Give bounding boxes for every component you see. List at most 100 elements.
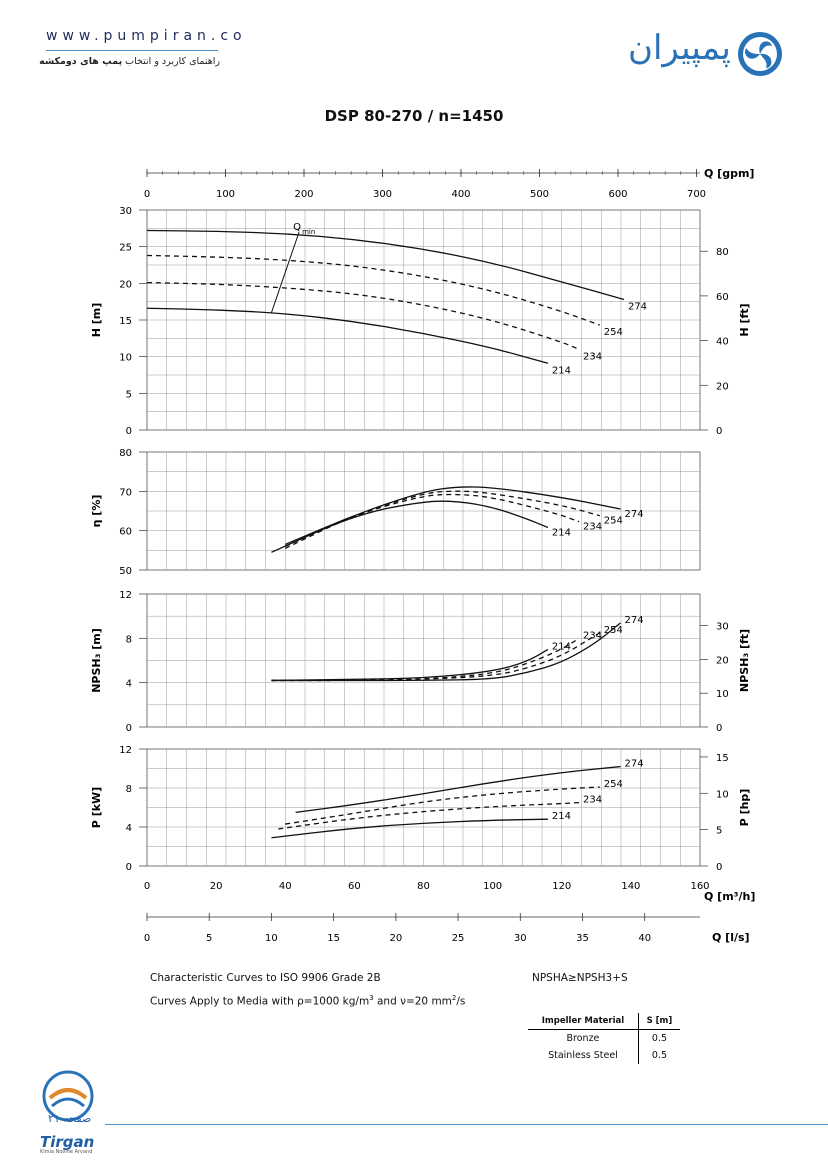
y-tick-label: 5 (126, 389, 132, 400)
y-tick-label: 0 (126, 723, 132, 734)
y-tick-label: 70 (119, 487, 132, 498)
qmin-line (270, 231, 300, 313)
footer-media-note: Curves Apply to Media with ρ=1000 kg/m3 … (150, 994, 466, 1008)
npsh-left-axis-label: NPSH₃ [m] (90, 628, 103, 693)
power-series-214-label: 214 (552, 811, 571, 822)
npsh-series-254-label: 254 (604, 625, 623, 636)
gpm-tick-label: 200 (294, 189, 313, 200)
efficiency-series-214-line (271, 500, 549, 553)
website-url[interactable]: www.pumpiran.co (46, 28, 247, 44)
y-right-tick-label: 0 (716, 426, 722, 437)
npsh-series-254-line (271, 632, 601, 682)
m3h-tick-label: 40 (279, 881, 292, 892)
ls-tick-label: 35 (576, 933, 589, 944)
y-right-tick-label: 40 (716, 337, 729, 348)
gpm-axis-label: Q [gpm] (704, 167, 754, 180)
y-tick-label: 12 (119, 590, 132, 601)
efficiency-series-274-line (284, 486, 621, 546)
efficiency-series-214-label: 214 (552, 528, 571, 539)
brand-logo-icon (736, 30, 784, 82)
npsh-series-274-line (271, 622, 621, 682)
head-series-214-label: 214 (552, 365, 571, 376)
power-series-234-line (278, 801, 580, 830)
power-series-254-label: 254 (604, 779, 623, 790)
m3h-axis-label: Q [m³/h] (704, 890, 755, 903)
media-note-a: Curves Apply to Media with (150, 995, 298, 1008)
table-cell-material: Bronze (528, 1029, 639, 1047)
y-right-tick-label: 80 (716, 247, 729, 258)
y-tick-label: 20 (119, 279, 132, 290)
y-right-tick-label: 0 (716, 723, 722, 734)
y-tick-label: 8 (126, 634, 132, 645)
y-tick-label: 15 (119, 316, 132, 327)
tirgan-logo-text: Tirgan (40, 1133, 95, 1151)
y-tick-label: 4 (126, 823, 132, 834)
header-subtitle: راهنمای کاربرد و انتخاب پمپ های دومکشه (30, 56, 220, 67)
media-note-c: /s (456, 995, 466, 1008)
y-tick-label: 80 (119, 448, 132, 459)
subtitle-part-b: پمپ های دومکشه (39, 56, 123, 67)
table-row: Bronze 0.5 (528, 1029, 680, 1047)
head-series-274-label: 274 (628, 301, 647, 312)
gpm-tick-label: 0 (144, 189, 150, 200)
y-tick-label: 10 (119, 353, 132, 364)
chart-title: DSP 80-270 / n=1450 (324, 107, 504, 125)
y-tick-label: 25 (119, 243, 132, 254)
power-left-axis-label: P [kW] (90, 787, 103, 828)
page-number: صفحه ۲۱ (48, 1112, 92, 1125)
table-cell-material: Stainless Steel (528, 1047, 639, 1064)
y-tick-label: 0 (126, 862, 132, 873)
gpm-tick-label: 600 (608, 189, 627, 200)
ls-axis-label: Q [l/s] (712, 931, 750, 944)
y-tick-label: 30 (119, 206, 132, 217)
footer-iso-note: Characteristic Curves to ISO 9906 Grade … (150, 972, 381, 984)
table-row: Stainless Steel 0.5 (528, 1047, 680, 1064)
tirgan-subtext: Kimia Novine Arvand (40, 1149, 93, 1155)
y-right-tick-label: 5 (716, 826, 722, 837)
tirgan-logo-icon (40, 1068, 96, 1128)
media-note-rho: ρ=1000 kg/m (297, 995, 370, 1008)
y-right-tick-label: 10 (716, 689, 729, 700)
m3h-tick-label: 60 (348, 881, 361, 892)
gpm-tick-label: 400 (451, 189, 470, 200)
efficiency-series-274-label: 274 (625, 509, 644, 520)
power-right-axis-label: P [hp] (738, 789, 751, 827)
table-header-row: Impeller Material S [m] (528, 1013, 680, 1030)
y-right-tick-label: 10 (716, 789, 729, 800)
table-cell-s: 0.5 (651, 1033, 668, 1044)
impeller-table: Impeller Material S [m] Bronze 0.5 Stain… (528, 1013, 680, 1064)
efficiency-series-254-label: 254 (604, 516, 623, 527)
brand-logo-text: پمپیران (628, 28, 731, 68)
y-tick-label: 4 (126, 679, 132, 690)
ls-tick-label: 5 (206, 933, 212, 944)
ls-tick-label: 10 (265, 933, 278, 944)
y-right-tick-label: 0 (716, 862, 722, 873)
head-series-234-line (146, 281, 580, 350)
y-tick-label: 12 (119, 745, 132, 756)
npsh-series-234-line (271, 637, 580, 682)
npsh-series-234-label: 234 (583, 630, 602, 641)
qmin-label: Q (293, 222, 301, 233)
npsh-right-axis-label: NPSH₃ [ft] (738, 629, 751, 692)
y-right-tick-label: 60 (716, 292, 729, 303)
ls-tick-label: 15 (327, 933, 340, 944)
table-header-material: Impeller Material (528, 1013, 639, 1030)
gpm-tick-label: 300 (373, 189, 392, 200)
media-note-nu: ν=20 mm (400, 995, 452, 1008)
header-divider (46, 50, 218, 51)
head-series-254-label: 254 (604, 327, 623, 338)
head-series-234-label: 234 (583, 351, 602, 362)
npsh-series-214-label: 214 (552, 641, 571, 652)
head-right-axis-label: H [ft] (738, 303, 751, 336)
power-series-254-line (285, 786, 600, 825)
power-series-234-label: 234 (583, 795, 602, 806)
ls-tick-label: 25 (452, 933, 465, 944)
m3h-tick-label: 20 (210, 881, 223, 892)
ls-tick-label: 40 (638, 933, 651, 944)
m3h-tick-label: 100 (483, 881, 502, 892)
y-tick-label: 50 (119, 566, 132, 577)
table-cell-s: 0.5 (651, 1050, 668, 1061)
head-series-254-line (146, 254, 600, 326)
m3h-tick-label: 160 (690, 881, 709, 892)
